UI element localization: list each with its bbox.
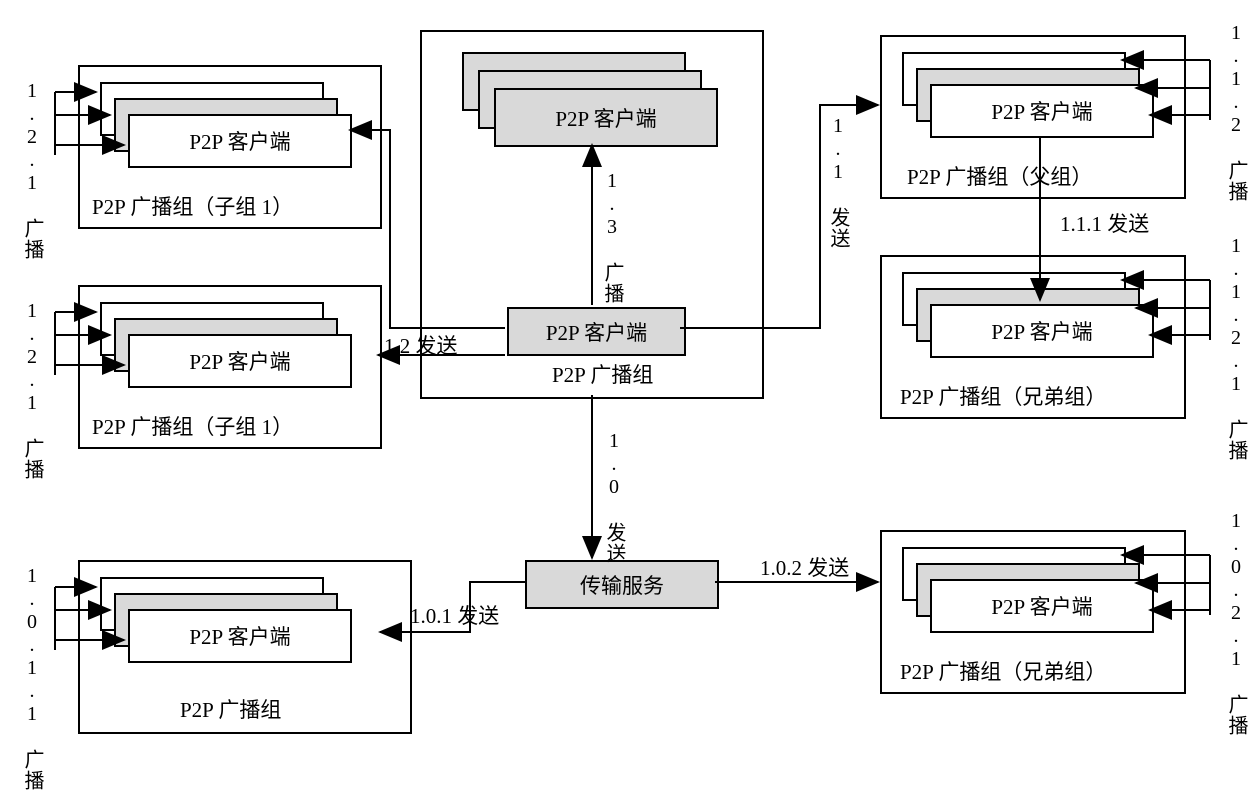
stack-child1-b: P2P 客户端 xyxy=(100,302,348,390)
group-lowright: P2P 客户端 P2P 广播组（兄弟组） xyxy=(880,530,1186,694)
vlabel-1-1-2-1: 1.1.2.1 广播 xyxy=(1222,235,1251,461)
stack-lowleft: P2P 客户端 xyxy=(100,577,348,665)
vlabel-1-2-1-a: 1.2.1 广播 xyxy=(18,80,47,260)
p2p-client-box: P2P 客户端 xyxy=(128,114,352,168)
label-1-2: 1.2 发送 xyxy=(384,330,458,360)
stack-main-top: P2P 客户端 xyxy=(462,52,720,147)
p2p-client-box: P2P 客户端 xyxy=(930,304,1154,358)
group-child1-b: P2P 客户端 P2P 广播组（子组 1） xyxy=(78,285,382,449)
stack-child1-a: P2P 客户端 xyxy=(100,82,348,170)
group-label-sibling1: P2P 广播组（兄弟组） xyxy=(900,381,1106,411)
label-1-0-2: 1.0.2 发送 xyxy=(760,552,849,582)
vlabel-1-1-2: 1.1.2 广播 xyxy=(1222,22,1251,202)
group-main: P2P 客户端 P2P 客户端 P2P 广播组 xyxy=(420,30,764,399)
p2p-client-box: P2P 客户端 xyxy=(128,334,352,388)
group-child1-a: P2P 客户端 P2P 广播组（子组 1） xyxy=(78,65,382,229)
group-lowleft: P2P 客户端 P2P 广播组 xyxy=(78,560,412,734)
group-label-child1-a: P2P 广播组（子组 1） xyxy=(92,191,293,221)
p2p-client-box: P2P 客户端 xyxy=(930,579,1154,633)
label-1-0-1: 1.0.1 发送 xyxy=(410,600,499,630)
vlabel-1-0-1-1: 1.0.1.1 广播 xyxy=(18,565,47,791)
stack-lowright: P2P 客户端 xyxy=(902,547,1150,635)
main-p2p-client: P2P 客户端 xyxy=(507,307,686,356)
group-label-main: P2P 广播组 xyxy=(552,359,653,389)
group-label-lowright: P2P 广播组（兄弟组） xyxy=(900,656,1106,686)
stack-sibling1: P2P 客户端 xyxy=(902,272,1150,360)
transport-box: 传输服务 xyxy=(525,560,719,609)
p2p-client-box: P2P 客户端 xyxy=(930,84,1154,138)
vlabel-1-0: 1.0 发送 xyxy=(600,430,629,564)
p2p-client-box: P2P 客户端 xyxy=(128,609,352,663)
p2p-client-box: P2P 客户端 xyxy=(494,88,718,147)
vlabel-1-3: 1.3 广播 xyxy=(598,170,627,304)
vlabel-1-2-1-b: 1.2.1 广播 xyxy=(18,300,47,480)
group-sibling1: P2P 客户端 P2P 广播组（兄弟组） xyxy=(880,255,1186,419)
vlabel-1-0-2-1: 1.0.2.1 广播 xyxy=(1222,510,1251,736)
label-1-1-1: 1.1.1 发送 xyxy=(1060,208,1149,238)
group-label-child1-b: P2P 广播组（子组 1） xyxy=(92,411,293,441)
vlabel-1-1: 1.1 发送 xyxy=(824,115,853,249)
group-label-parent: P2P 广播组（父组） xyxy=(907,161,1092,191)
stack-parent: P2P 客户端 xyxy=(902,52,1150,140)
group-parent: P2P 客户端 P2P 广播组（父组） xyxy=(880,35,1186,199)
group-label-lowleft: P2P 广播组 xyxy=(180,694,281,724)
